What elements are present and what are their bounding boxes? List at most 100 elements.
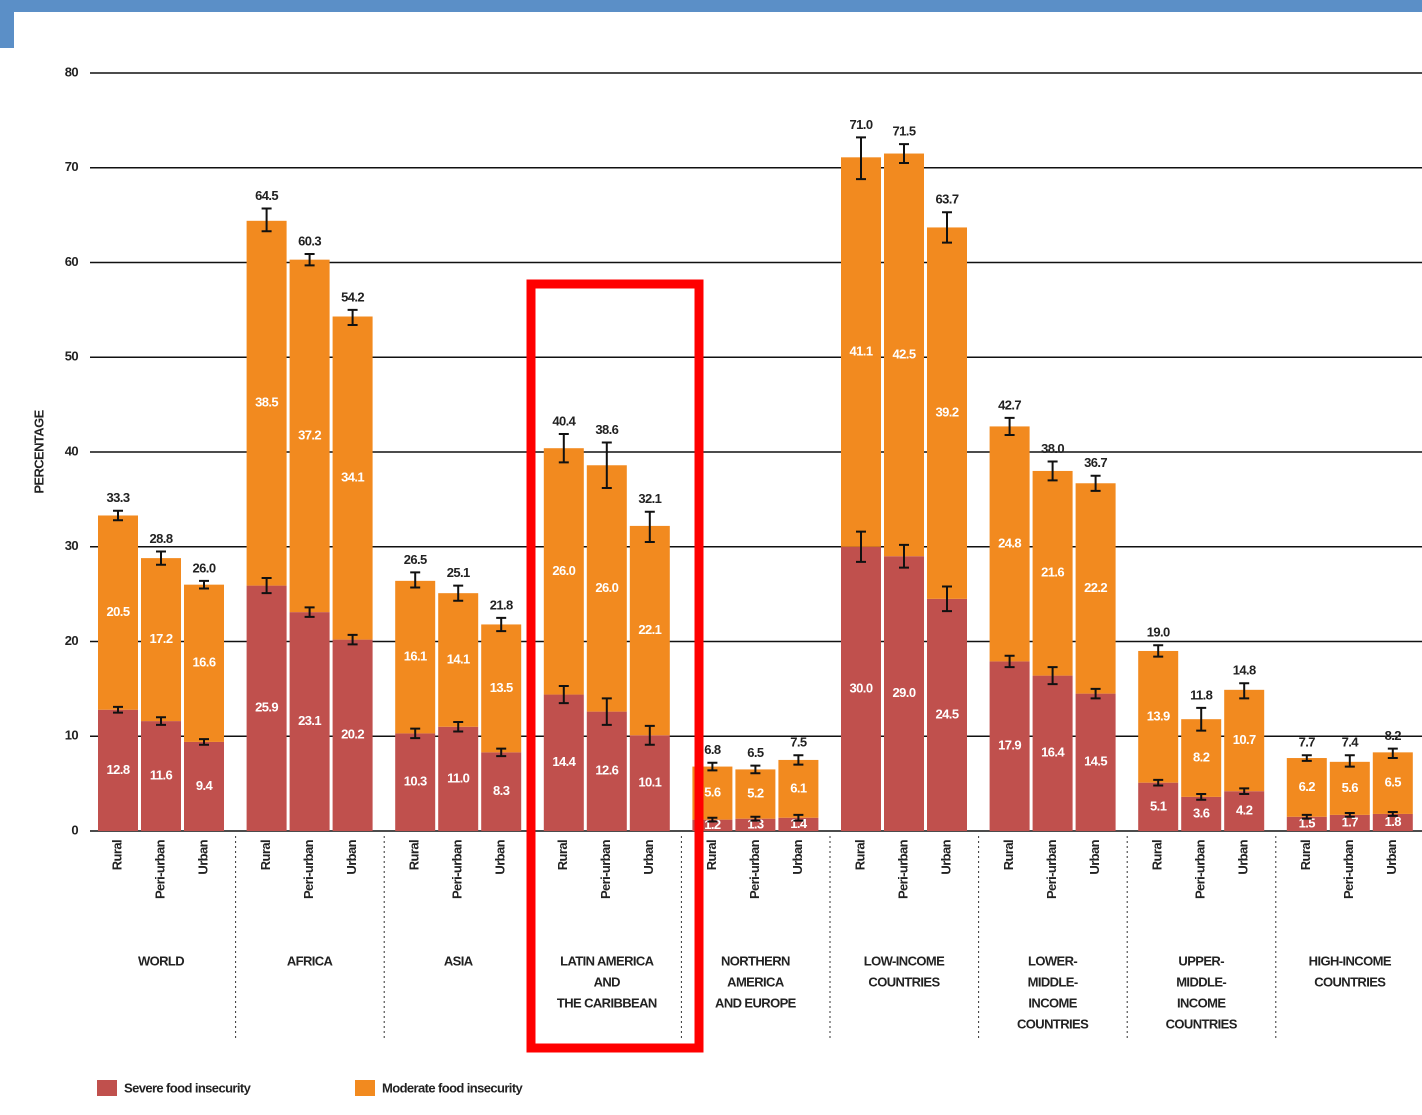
bar-segment [1032, 675, 1073, 831]
error-bar [261, 577, 272, 595]
value-label: 6.1 [790, 780, 807, 795]
bar-segment [184, 584, 224, 742]
legend-swatch [355, 1080, 375, 1096]
error-bar [942, 211, 952, 244]
bar-segment [141, 721, 181, 831]
group-label: COUNTRIES [1314, 974, 1386, 989]
error-bar [1344, 811, 1355, 818]
y-tick-label: 0 [71, 822, 78, 837]
x-tick-label: Rural [852, 840, 867, 870]
x-tick-label: Rural [258, 840, 273, 870]
bar-segment [246, 220, 287, 586]
group-label: LATIN AMERICA [560, 953, 655, 968]
bar-segment [289, 612, 330, 831]
bar-segment [586, 711, 627, 831]
x-tick-label: Urban [1087, 839, 1102, 874]
x-tick-label: Urban [641, 839, 656, 874]
group-label: THE CARIBBEAN [557, 995, 657, 1010]
value-label: 6.2 [1299, 779, 1316, 794]
error-bar [347, 308, 358, 327]
x-tick-label: Peri-urban [598, 839, 613, 899]
value-label: 22.1 [638, 622, 661, 637]
value-label: 20.5 [107, 604, 130, 619]
bar-segment [1075, 693, 1116, 831]
total-label: 25.1 [447, 565, 470, 580]
error-bar [793, 813, 804, 822]
error-bar [750, 815, 761, 822]
side-bar [0, 0, 14, 48]
bar-segment [841, 157, 881, 547]
bar-segment [989, 661, 1030, 831]
x-tick-label: Peri-urban [301, 839, 316, 899]
x-tick-label: Peri-urban [747, 839, 762, 899]
group-label: AND EUROPE [715, 995, 797, 1010]
total-label: 6.8 [704, 742, 721, 757]
value-label: 24.5 [936, 706, 959, 721]
x-tick-label: Rural [109, 840, 124, 870]
error-bar [1301, 754, 1312, 762]
value-label: 24.8 [998, 535, 1021, 550]
value-label: 20.2 [341, 727, 364, 742]
x-tick-label: Peri-urban [895, 839, 910, 899]
bar-segment [438, 726, 479, 831]
group-label: WORLD [138, 953, 184, 968]
group-label: MIDDLE- [1028, 974, 1078, 989]
value-label: 23.1 [298, 713, 321, 728]
total-label: 64.5 [255, 188, 278, 203]
total-label: 42.7 [998, 397, 1021, 412]
value-label: 22.2 [1084, 580, 1107, 595]
bar-segment [98, 709, 138, 831]
bar-segment [289, 259, 330, 613]
x-tick-label: Urban [938, 839, 953, 874]
legend-swatch [97, 1080, 117, 1096]
value-label: 1.4 [790, 816, 808, 831]
value-label: 5.1 [1150, 798, 1167, 813]
x-tick-label: Peri-urban [1044, 839, 1059, 899]
value-label: 10.3 [404, 774, 427, 789]
error-bar [410, 727, 421, 740]
group-label: AFRICA [287, 953, 334, 968]
value-label: 14.4 [552, 754, 576, 769]
error-bar [1387, 811, 1398, 817]
group-label: LOW-INCOME [864, 953, 945, 968]
x-tick-label: Peri-urban [152, 839, 167, 899]
bar-segment [884, 153, 924, 557]
y-tick-label: 50 [65, 349, 79, 364]
bar-segment [778, 759, 819, 818]
value-label: 11.6 [150, 767, 173, 782]
bar-segment [927, 227, 967, 599]
error-bar [1196, 706, 1207, 732]
x-tick-label: Rural [1001, 840, 1016, 870]
total-label: 8.2 [1385, 728, 1402, 743]
value-label: 26.0 [552, 563, 575, 578]
total-label: 60.3 [298, 233, 321, 248]
value-label: 9.4 [196, 778, 214, 793]
total-label: 7.7 [1299, 735, 1316, 750]
error-bar [558, 685, 569, 705]
legend-label: Moderate food insecurity [382, 1080, 524, 1095]
value-label: 8.2 [1193, 749, 1210, 764]
error-bar [199, 579, 209, 590]
error-bar [261, 207, 272, 233]
bar-segment [841, 546, 881, 831]
x-tick-label: Urban [1384, 839, 1399, 874]
total-label: 21.8 [490, 597, 513, 612]
value-label: 17.2 [150, 631, 173, 646]
value-label: 26.0 [595, 580, 618, 595]
group-label: ASIA [444, 953, 474, 968]
top-bar [0, 0, 1422, 12]
total-label: 38.0 [1041, 441, 1064, 456]
error-bar [156, 716, 166, 726]
bar-segment [629, 525, 670, 736]
error-bar [558, 432, 569, 464]
total-label: 33.3 [107, 490, 130, 505]
group-label: AMERICA [727, 974, 785, 989]
total-label: 7.5 [790, 735, 807, 750]
x-tick-label: Rural [704, 840, 719, 870]
bar-segment [1181, 719, 1222, 797]
error-bar [453, 721, 464, 733]
total-label: 38.6 [595, 422, 618, 437]
error-bar [1004, 654, 1015, 669]
